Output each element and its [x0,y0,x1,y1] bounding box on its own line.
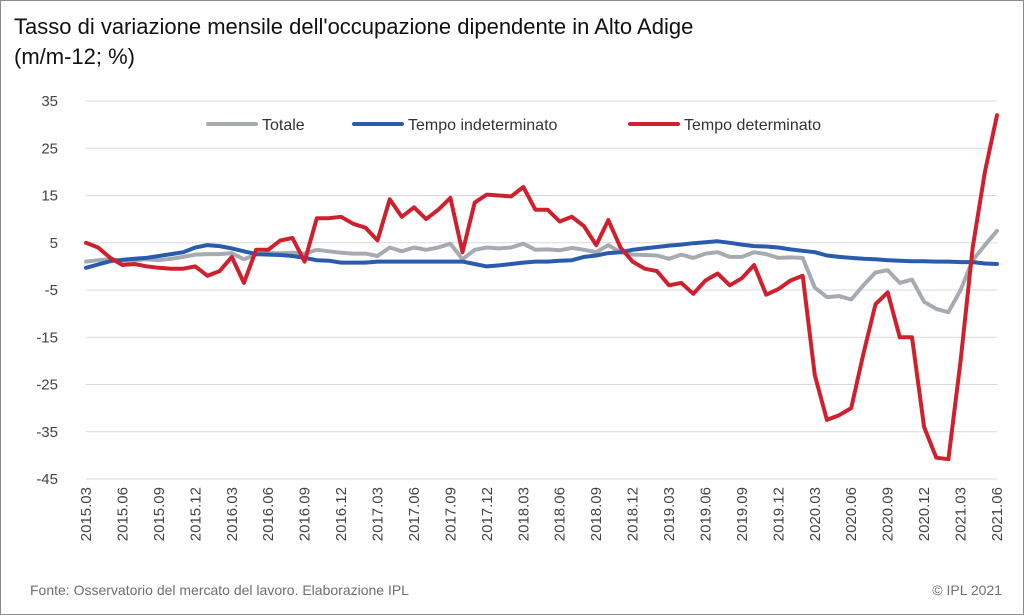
x-tick-label: 2020.12 [916,487,933,541]
x-tick-label: 2021.03 [953,487,970,541]
x-tick-label: 2017.12 [479,487,496,541]
x-tick-label: 2016.06 [260,487,277,541]
gridlines [86,100,997,480]
x-tick-label: 2018.06 [552,487,569,541]
x-tick-label: 2020.09 [880,487,897,541]
x-axis-ticks: 2015.03 2015.06 2015.09 2015.12 2016.03 2016.… [78,487,1006,541]
x-tick-label: 2016.03 [224,487,241,541]
source-note: Fonte: Osservatorio del mercato del lavo… [30,582,409,598]
x-tick-label: 2015.03 [78,487,95,541]
x-tick-label: 2021.06 [989,487,1006,541]
y-tick-label: -35 [36,424,58,441]
x-tick-label: 2018.03 [515,487,532,541]
x-tick-label: 2015.09 [151,487,168,541]
series-line-tempo-determinato [84,113,999,462]
copyright-note: © IPL 2021 [932,582,1002,598]
x-tick-label: 2020.03 [807,487,824,541]
chart-title-line2: (m/m-12; %) [14,44,135,69]
x-tick-label: 2015.06 [114,487,131,541]
y-tick-label: 5 [50,235,58,252]
x-tick-label: 2016.09 [297,487,314,541]
x-tick-label: 2015.12 [187,487,204,541]
x-tick-label: 2018.09 [588,487,605,541]
chart-title-line1: Tasso di variazione mensile dell'occupaz… [14,14,694,39]
x-tick-label: 2019.09 [734,487,751,541]
y-tick-label: -25 [36,377,58,394]
y-tick-label: -5 [45,282,58,299]
x-tick-label: 2016.12 [333,487,350,541]
x-tick-label: 2019.03 [661,487,678,541]
y-tick-label: -15 [36,329,58,346]
series-line-totale [84,228,999,315]
series-lines [84,113,999,462]
x-tick-label: 2019.12 [770,487,787,541]
series-line-tempo-indeterminato [84,239,999,270]
chart-title: Tasso di variazione mensile dell'occupaz… [14,12,693,72]
legend: Totale Tempo indeterminato Tempo determina… [206,117,821,134]
x-tick-label: 2019.06 [697,487,714,541]
x-tick-label: 2018.12 [625,487,642,541]
y-tick-label: 25 [41,140,58,157]
x-tick-label: 2017.06 [406,487,423,541]
y-axis-ticks: 35 25 15 5 -5 -15 -25 -35 -45 [36,93,58,488]
legend-label: Totale [262,117,305,134]
x-tick-label: 2017.03 [370,487,387,541]
x-tick-label: 2020.06 [843,487,860,541]
y-tick-label: 35 [41,93,58,110]
y-tick-label: 15 [41,188,58,205]
legend-label: Tempo indeterminato [408,117,558,134]
legend-label: Tempo determinato [684,117,821,134]
x-tick-label: 2017.09 [442,487,459,541]
y-tick-label: -45 [36,471,58,488]
